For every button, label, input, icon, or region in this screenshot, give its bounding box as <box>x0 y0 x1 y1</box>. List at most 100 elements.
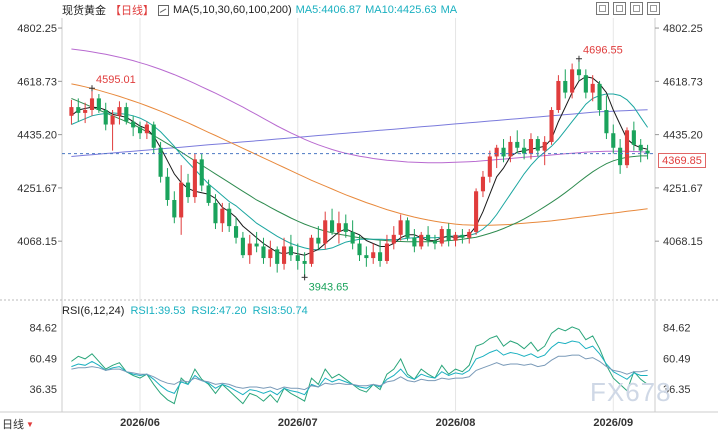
candle-body <box>76 107 81 113</box>
rsi-2-line <box>71 340 648 396</box>
candle-body <box>405 220 410 238</box>
chart-toolbar <box>596 2 660 15</box>
rsi-y-tick-label-left: 36.35 <box>29 384 57 396</box>
ma-more-label: MA <box>440 4 458 16</box>
candle-body <box>371 252 376 259</box>
candle-body <box>336 223 341 232</box>
candle-body <box>343 223 348 232</box>
candle-body <box>583 75 588 93</box>
candle-body <box>137 127 143 134</box>
candle-body <box>378 252 383 261</box>
y-tick-label-left: 4251.67 <box>17 183 57 195</box>
candle-body <box>419 234 424 247</box>
rsi2-value: RSI2:47.20 <box>191 305 247 317</box>
candle-body <box>535 139 540 151</box>
y-tick-label-right: 4435.20 <box>663 130 703 142</box>
candle-body <box>220 208 225 224</box>
candle-body <box>357 243 362 256</box>
candle-body <box>645 150 650 154</box>
rsi-y-tick-label-left: 60.49 <box>29 353 57 365</box>
candle-body <box>494 147 499 157</box>
ma5-value: MA5:4406.87 <box>295 4 362 16</box>
y-tick-label-left: 4618.73 <box>17 76 57 88</box>
fullscreen-icon[interactable] <box>647 2 660 15</box>
candle-body <box>624 130 630 166</box>
candle-body <box>618 147 623 166</box>
ma10-value: MA10:4425.63 <box>365 4 437 16</box>
period-label[interactable]: 【日线】 <box>110 5 154 17</box>
candle-body <box>412 237 417 247</box>
candle-body <box>631 130 636 145</box>
y-tick-label-left: 4802.25 <box>17 23 57 35</box>
extreme-price-label: 4595.01 <box>96 74 136 86</box>
candle-body <box>185 182 191 198</box>
candle-body <box>460 234 465 238</box>
y-tick-label-left: 4068.15 <box>17 236 57 248</box>
candle-body <box>213 202 218 224</box>
ma-indicator-icon[interactable] <box>158 4 169 16</box>
candle-body <box>474 191 479 232</box>
candle-body <box>288 246 293 256</box>
rsi-params-label[interactable]: RSI(6,12,24) <box>62 305 125 317</box>
candle-body <box>542 141 547 151</box>
candle-body <box>391 234 396 244</box>
candle-body <box>172 200 177 218</box>
candle-body <box>179 182 184 218</box>
y-tick-label-right: 4068.15 <box>663 236 703 248</box>
x-tick-label: 2026/06 <box>120 417 160 429</box>
watermark-logo: FX678 <box>590 377 672 407</box>
last-price-label: 4369.85 <box>658 153 706 168</box>
candle-body <box>638 144 643 151</box>
zoom-in-icon[interactable] <box>596 2 609 15</box>
candle-body <box>330 220 335 232</box>
rsi-3-line <box>71 354 648 391</box>
x-tick-label: 2026/08 <box>436 417 476 429</box>
candle-body <box>316 237 321 244</box>
y-tick-label-right: 4802.25 <box>663 23 703 35</box>
ma10-line <box>71 93 649 251</box>
zoom-out-icon[interactable] <box>613 2 626 15</box>
candle-body <box>302 260 307 264</box>
ma5-line <box>71 76 648 256</box>
candle-body <box>206 185 211 203</box>
x-tick-label: 2026/07 <box>278 417 318 429</box>
candle-body <box>432 240 438 244</box>
rsi-y-tick-label-left: 84.62 <box>29 322 57 334</box>
rsi-y-tick-label-right: 84.62 <box>663 322 691 334</box>
chart-header: 现货黄金 【日线】 MA(5,10,30,60,100,200) MA5:440… <box>62 2 457 18</box>
period-selector[interactable]: 日线 ▼ <box>2 416 34 432</box>
candle-body <box>192 159 197 198</box>
rsi-y-tick-label-right: 36.35 <box>663 384 691 396</box>
candle-body <box>144 124 149 134</box>
candle-body <box>522 147 527 154</box>
y-tick-label-left: 4435.20 <box>17 130 57 142</box>
candle-body <box>549 110 554 142</box>
candle-body <box>364 255 369 259</box>
fit-icon[interactable] <box>630 2 643 15</box>
candle-body <box>281 246 287 264</box>
period-selector-label: 日线 <box>2 419 24 431</box>
candle-body <box>570 69 575 93</box>
candle-body <box>89 98 95 110</box>
candle-body <box>467 231 472 238</box>
candle-body <box>556 80 561 110</box>
rsi3-value: RSI3:50.74 <box>252 305 308 317</box>
candle-body <box>110 115 115 125</box>
candle-body <box>254 243 259 247</box>
candle-body <box>384 243 389 261</box>
candle-body <box>576 69 582 76</box>
ma-params-label[interactable]: MA(5,10,30,60,100,200) <box>173 4 292 16</box>
x-tick-label: 2026/09 <box>593 417 633 429</box>
candle-body <box>453 234 458 241</box>
candle-body <box>240 237 245 256</box>
extreme-price-label: 4696.55 <box>583 45 623 57</box>
candle-body <box>398 220 403 235</box>
candle-body <box>261 246 266 259</box>
candle-body <box>508 141 513 157</box>
rsi1-value: RSI1:39.53 <box>130 305 186 317</box>
ma100-line <box>71 83 648 226</box>
candle-body <box>199 159 204 186</box>
ma60-line <box>71 48 648 164</box>
candle-body <box>158 147 163 177</box>
